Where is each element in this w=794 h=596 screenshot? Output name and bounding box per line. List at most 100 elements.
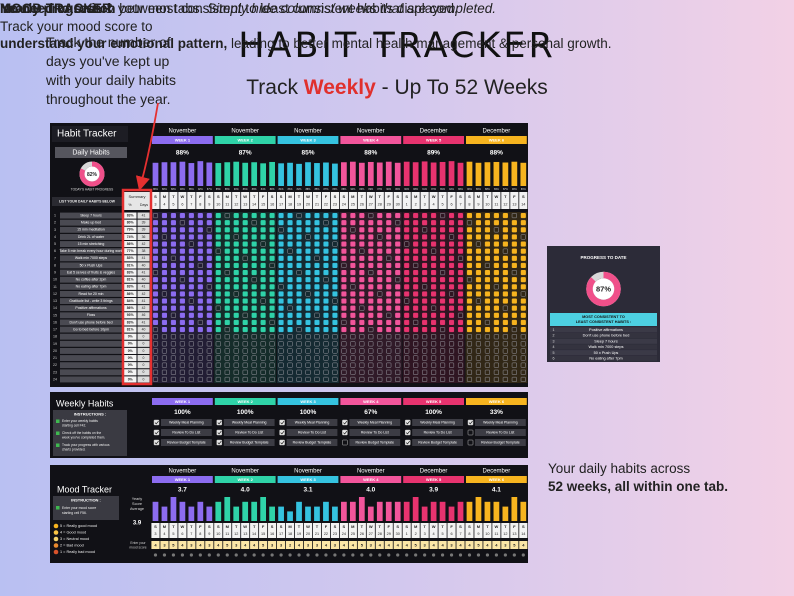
checkbox xyxy=(251,327,257,333)
checkbox xyxy=(467,419,474,426)
checkbox xyxy=(152,362,159,368)
habit-cell xyxy=(60,369,122,376)
cell-text: Enter your xyxy=(130,541,146,545)
mood-cell xyxy=(178,541,187,549)
weekday: M xyxy=(477,194,481,199)
checkbox xyxy=(215,291,221,297)
checkbox xyxy=(484,348,490,354)
checkbox xyxy=(440,305,446,311)
checkbox xyxy=(493,362,499,368)
bar-label: 84% xyxy=(261,188,267,191)
summary-cell xyxy=(124,276,137,283)
checkbox xyxy=(260,270,266,276)
mood-value: 5 xyxy=(262,542,265,547)
checkbox xyxy=(188,376,194,382)
week-label: WEEK 1 xyxy=(175,138,191,143)
checkbox xyxy=(377,355,383,361)
mood-value: 5 xyxy=(172,542,175,547)
cell-text: 42 xyxy=(142,292,146,296)
week-label: WEEK 3 xyxy=(300,138,316,143)
check-icon xyxy=(56,419,60,423)
donut-label: 87% xyxy=(596,284,611,293)
checkbox xyxy=(359,305,365,311)
bar-label: 88% xyxy=(306,188,312,191)
date: 8 xyxy=(468,203,470,207)
checkbox xyxy=(422,277,428,283)
checkbox xyxy=(224,248,230,254)
checkbox xyxy=(422,298,428,304)
checkbox xyxy=(260,355,266,361)
bar-label: 86% xyxy=(458,188,464,191)
day-cell xyxy=(277,192,286,209)
cell-text: 3 xyxy=(54,228,56,232)
checkbox xyxy=(296,355,302,361)
habit-cell xyxy=(60,248,122,255)
checkbox xyxy=(215,241,221,247)
checkbox xyxy=(475,348,482,354)
days-cell xyxy=(137,226,150,233)
summary-cell xyxy=(124,319,137,326)
checkbox xyxy=(206,376,212,382)
checkbox xyxy=(287,376,293,382)
donut-arc xyxy=(586,271,621,307)
mood-dot xyxy=(225,553,229,557)
card-header-bg xyxy=(550,313,657,326)
checkbox xyxy=(279,419,285,426)
checkbox xyxy=(233,305,239,311)
bar-label: 90% xyxy=(404,188,410,191)
bar-label: 86% xyxy=(521,188,527,191)
checkbox xyxy=(278,312,284,318)
checkbox xyxy=(269,298,275,304)
checkbox xyxy=(511,255,517,261)
task-label: Review Budget Template xyxy=(355,441,394,445)
date: 14 xyxy=(521,203,525,207)
checkbox xyxy=(413,355,419,361)
bar-label: 89% xyxy=(368,188,374,191)
checkbox xyxy=(224,319,230,325)
checkbox xyxy=(511,241,517,247)
week-label: WEEK 5 xyxy=(426,138,442,143)
checkbox xyxy=(440,255,446,261)
cell-text: Read for 20 min xyxy=(79,292,104,296)
feature-segment: Yearly progress xyxy=(0,1,102,16)
checkbox xyxy=(314,255,320,261)
date: 13 xyxy=(243,203,247,207)
checkbox xyxy=(440,319,446,325)
days-cell xyxy=(137,262,150,269)
mood-bar xyxy=(394,501,401,521)
checkbox xyxy=(197,248,203,254)
summary-cell xyxy=(124,233,137,240)
weekday: T xyxy=(253,194,256,199)
mood-dot xyxy=(378,553,382,557)
cell-text: Gratitude list - write 3 things xyxy=(69,299,113,303)
checkbox xyxy=(493,213,499,219)
bar xyxy=(323,162,329,186)
checkbox xyxy=(197,227,203,233)
cell-text: 41 xyxy=(142,285,146,289)
checkbox xyxy=(224,355,230,361)
checkbox xyxy=(197,319,203,325)
checkbox xyxy=(296,348,302,354)
checkbox xyxy=(457,362,464,368)
checkbox xyxy=(341,291,347,297)
mood-value: 3 xyxy=(280,542,283,547)
checkbox xyxy=(197,234,203,240)
date: 3 xyxy=(424,532,426,536)
checkbox xyxy=(457,213,464,219)
bar xyxy=(269,161,275,186)
checkbox xyxy=(457,255,464,261)
checkbox xyxy=(314,227,320,233)
checkbox xyxy=(484,327,490,333)
task-cell xyxy=(475,439,526,446)
checkbox xyxy=(493,248,499,254)
checkbox xyxy=(251,255,257,261)
weekday: T xyxy=(423,194,426,199)
checkbox xyxy=(242,355,248,361)
checkbox xyxy=(170,291,176,297)
mood-value: 4 xyxy=(298,542,301,547)
checkbox xyxy=(350,376,356,382)
mood-average: 4.0 xyxy=(241,487,250,494)
date: 4 xyxy=(163,203,165,207)
day-cell xyxy=(357,523,366,538)
checkbox xyxy=(233,376,239,382)
